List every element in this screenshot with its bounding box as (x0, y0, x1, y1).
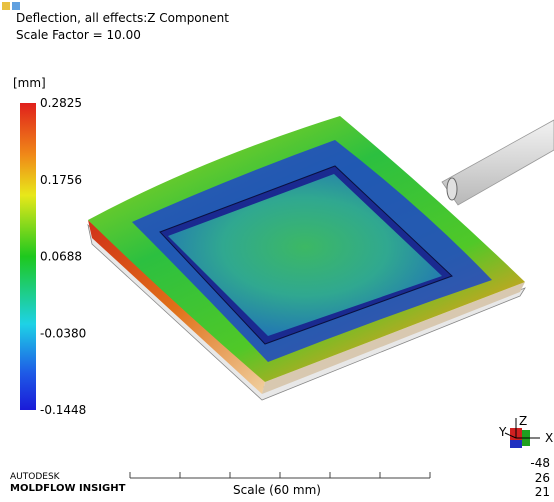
axis-label: Y (498, 425, 507, 439)
subtitle: Scale Factor = 10.00 (16, 28, 141, 42)
view-angle: 26 (535, 471, 550, 485)
axis-label: Z (519, 414, 527, 428)
plate-side (262, 282, 525, 394)
toolbar-icon[interactable] (12, 2, 20, 10)
axis-label: X (545, 431, 553, 445)
brand: AUTODESK (10, 472, 61, 482)
window-surface (168, 174, 442, 336)
color-bar (20, 103, 36, 410)
axis-triad (504, 418, 540, 448)
legend-label: 0.0688 (40, 250, 82, 264)
legend-unit: [mm] (13, 76, 46, 90)
toolbar-icon[interactable] (2, 2, 10, 10)
legend-label: 0.2825 (40, 96, 82, 110)
legend-label: -0.1448 (40, 403, 86, 417)
scale-label: Scale (60 mm) (233, 483, 321, 497)
feed-pipe (441, 119, 554, 206)
view-angle: 21 (535, 485, 550, 499)
title: Deflection, all effects:Z Component (16, 11, 229, 25)
pipe-end (446, 177, 458, 201)
plate-side (88, 220, 265, 394)
view-angle: -48 (530, 456, 550, 470)
product: MOLDFLOW INSIGHT (10, 483, 126, 494)
scale-bar (129, 472, 431, 479)
legend-label: 0.1756 (40, 173, 82, 187)
legend-labels: 0.2825 0.1756 0.0688 -0.0380 -0.1448 (40, 96, 86, 417)
legend-label: -0.0380 (40, 326, 86, 340)
